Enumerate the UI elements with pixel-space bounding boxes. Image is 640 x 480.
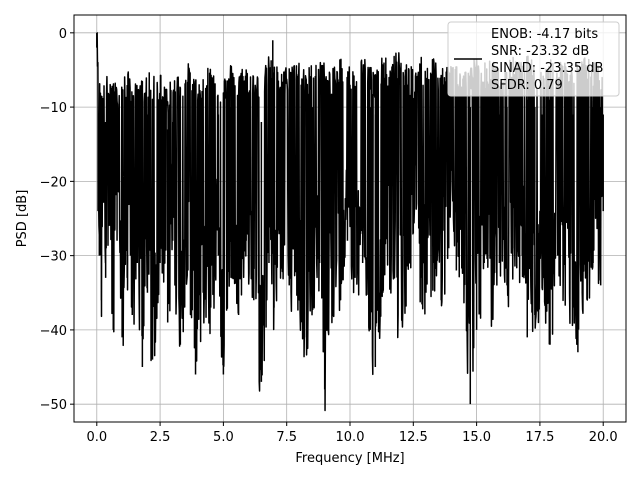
y-tick-label: −40 <box>40 324 67 339</box>
x-tick-label: 5.0 <box>213 430 234 445</box>
y-tick-label: −20 <box>40 175 67 190</box>
legend-sinad: SINAD: -23.35 dB <box>491 61 603 76</box>
x-axis-label: Frequency [MHz] <box>295 451 404 466</box>
x-tick-label: 15.0 <box>462 430 491 445</box>
y-axis: 0 −10 −20 −30 −40 −50 <box>40 27 74 413</box>
x-tick-label: 2.5 <box>150 430 171 445</box>
legend-box <box>447 21 620 97</box>
psd-series-line <box>96 32 604 412</box>
x-tick-label: 7.5 <box>276 430 297 445</box>
y-tick-label: −10 <box>40 101 67 116</box>
x-tick-label: 12.5 <box>399 430 428 445</box>
legend-snr: SNR: -23.32 dB <box>491 44 589 59</box>
legend-enob: ENOB: -4.17 bits <box>491 27 598 42</box>
plot-area <box>96 32 604 412</box>
legend-sfdr: SFDR: 0.79 <box>491 78 563 93</box>
y-tick-label: −30 <box>40 250 67 265</box>
legend: ENOB: -4.17 bits SNR: -23.32 dB SINAD: -… <box>447 21 620 97</box>
y-tick-label: 0 <box>59 27 67 42</box>
x-tick-label: 0.0 <box>86 430 107 445</box>
x-axis: 0.0 2.5 5.0 7.5 10.0 12.5 15.0 17.5 20.0 <box>86 422 618 445</box>
x-tick-label: 20.0 <box>589 430 618 445</box>
x-tick-label: 17.5 <box>525 430 554 445</box>
x-tick-label: 10.0 <box>336 430 365 445</box>
y-axis-label: PSD [dB] <box>15 190 30 248</box>
y-tick-label: −50 <box>40 398 67 413</box>
